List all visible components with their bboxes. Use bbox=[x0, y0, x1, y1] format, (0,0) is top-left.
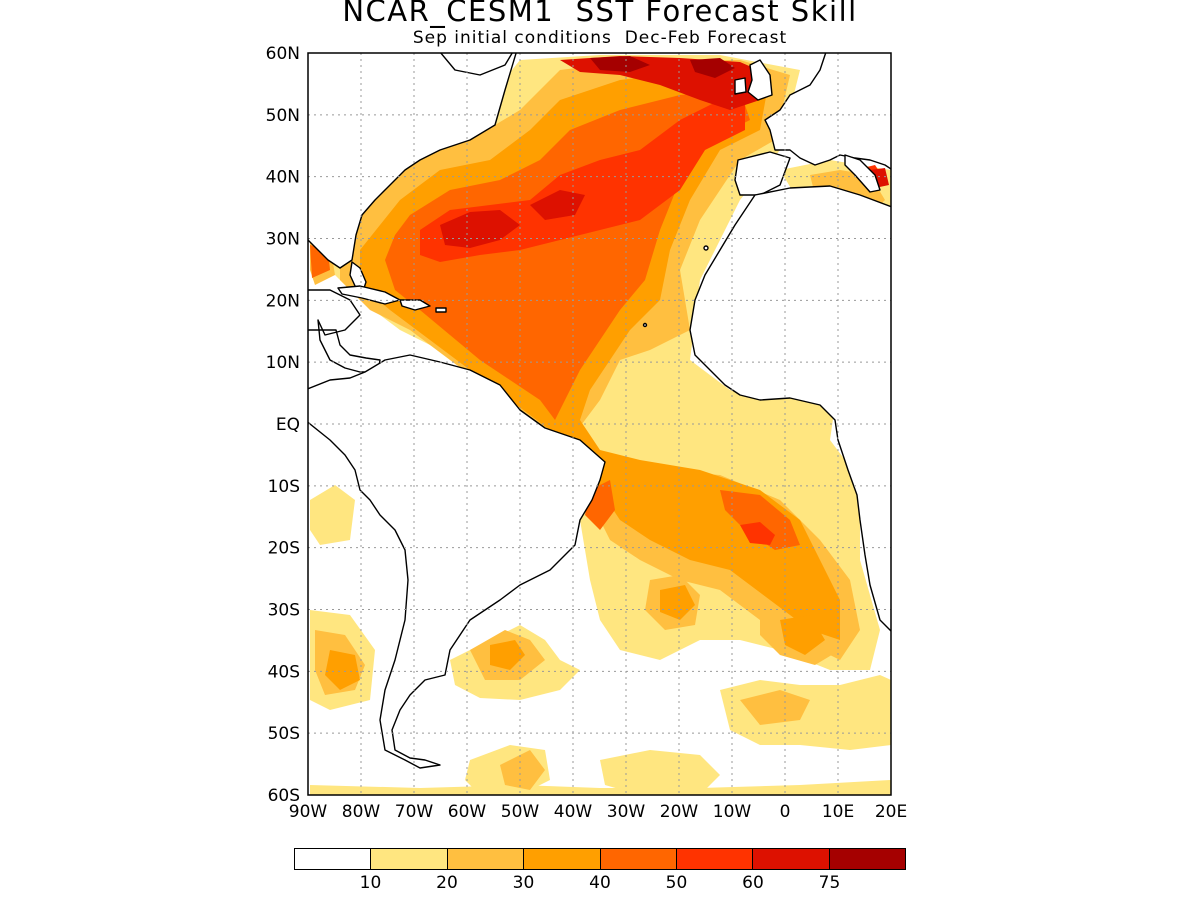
lon-tick-label: 40W bbox=[554, 802, 593, 822]
land-masses bbox=[308, 53, 891, 769]
lat-tick-label: 30S bbox=[268, 601, 300, 621]
lon-tick-label: 20E bbox=[875, 802, 907, 822]
colorbar bbox=[294, 848, 906, 870]
lat-tick-label: 30N bbox=[266, 230, 300, 250]
colorbar-label: 10 bbox=[359, 873, 382, 893]
lon-tick-label: 0 bbox=[780, 802, 791, 822]
map-frame bbox=[307, 52, 892, 796]
lon-tick-label: 10W bbox=[713, 802, 752, 822]
colorbar-swatch bbox=[829, 849, 905, 869]
map-subtitle: Sep initial conditions Dec-Feb Forecast bbox=[412, 28, 788, 48]
lat-tick-label: 40S bbox=[268, 662, 300, 682]
colorbar-swatch bbox=[371, 849, 448, 869]
lon-tick-label: 70W bbox=[395, 802, 434, 822]
colorbar-label: 20 bbox=[436, 873, 458, 893]
skill-contours bbox=[310, 55, 891, 795]
lat-tick-label: 20N bbox=[266, 291, 300, 311]
colorbar-label: 40 bbox=[589, 873, 611, 893]
lon-tick-label: 30W bbox=[607, 802, 646, 822]
lat-tick-label: 50N bbox=[266, 106, 300, 126]
lat-tick-label: 40N bbox=[266, 168, 300, 188]
lon-tick-label: 10E bbox=[822, 802, 854, 822]
colorbar-label: 75 bbox=[818, 873, 841, 893]
lat-tick-label: 60N bbox=[266, 44, 300, 64]
lon-tick-label: 50W bbox=[501, 802, 540, 822]
colorbar-swatch bbox=[295, 849, 372, 869]
colorbar-swatch bbox=[447, 849, 525, 869]
colorbar-label: 50 bbox=[665, 873, 688, 893]
colorbar-swatch bbox=[676, 849, 754, 869]
lon-tick-label: 90W bbox=[289, 802, 328, 822]
lat-tick-label: 20S bbox=[268, 539, 300, 559]
lon-tick-label: 80W bbox=[342, 802, 381, 822]
lat-tick-label: 60S bbox=[268, 786, 300, 806]
colorbar-swatch bbox=[753, 849, 830, 869]
colorbar-label: 60 bbox=[742, 873, 764, 893]
lat-tick-label: 10S bbox=[268, 477, 300, 497]
colorbar-swatch bbox=[524, 849, 601, 869]
lat-tick-label: 10N bbox=[266, 353, 300, 373]
lon-tick-label: 60W bbox=[448, 802, 487, 822]
colorbar-label: 30 bbox=[512, 873, 535, 893]
map-title: NCAR_CESM1 SST Forecast Skill bbox=[342, 0, 858, 28]
lat-tick-label: 50S bbox=[268, 724, 300, 744]
colorbar-swatch bbox=[600, 849, 677, 869]
lat-tick-labels: 60N 50N 40N 30N 20N 10N EQ 10S 20S 30S 40S 50S 60S bbox=[266, 44, 300, 806]
gridlines bbox=[308, 53, 891, 795]
lon-tick-labels: 90W 80W 70W 60W 50W 40W 30W 20W 10W 0 10E 20E bbox=[289, 802, 907, 822]
lat-tick-label: EQ bbox=[276, 415, 300, 435]
lon-tick-label: 20W bbox=[660, 802, 699, 822]
